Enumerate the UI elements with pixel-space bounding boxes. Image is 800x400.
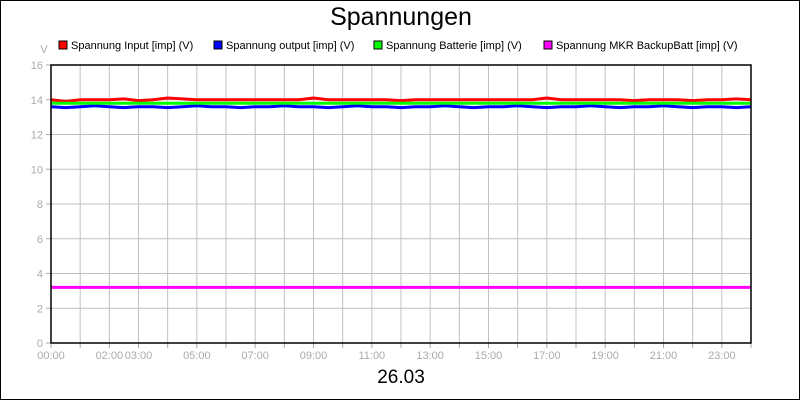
legend-label-4: Spannung MKR BackupBatt [imp] (V): [556, 40, 738, 52]
plot-area-border: [50, 64, 752, 344]
x-tick-label: 11:00: [358, 350, 385, 362]
x-tick-label: 02:00: [96, 350, 124, 362]
x-axis-label: 26.03: [377, 367, 425, 388]
x-tick-label: 23:00: [708, 350, 736, 362]
x-tick-label: 09:00: [300, 350, 328, 362]
y-axis-unit: V: [40, 44, 48, 56]
x-tick-label: 13:00: [416, 350, 444, 362]
series-line-1: [50, 96, 752, 103]
y-tick-label: 12: [31, 130, 43, 142]
y-tick-label: 8: [37, 199, 43, 211]
y-tick-label: 4: [37, 269, 43, 281]
legend-label-1: Spannung Input [imp] (V): [71, 40, 193, 52]
chart-title: Spannungen: [330, 3, 472, 31]
y-tick-label: 0: [37, 338, 43, 350]
y-tick-label: 10: [31, 164, 43, 176]
x-tick-label: 21:00: [650, 350, 678, 362]
y-tick-label: 6: [37, 234, 43, 246]
legend-swatch-2: [213, 40, 223, 50]
legend-swatch-1: [58, 40, 68, 50]
y-tick-label: 2: [37, 303, 43, 315]
x-tick-label: 17:00: [533, 350, 561, 362]
x-tick-label: 03:00: [125, 350, 153, 362]
x-tick-label: 07:00: [241, 350, 269, 362]
legend-label-2: Spannung output [imp] (V): [226, 40, 354, 52]
legend-swatch-4: [543, 40, 553, 50]
x-tick-label: 05:00: [183, 350, 211, 362]
x-tick-label: 00:00: [37, 350, 65, 362]
x-tick-label: 15:00: [475, 350, 503, 362]
x-tick-label: 19:00: [591, 350, 619, 362]
legend-swatch-3: [373, 40, 383, 50]
y-tick-label: 14: [31, 95, 43, 107]
series-line-2: [50, 104, 752, 110]
legend-label-3: Spannung Batterie [imp] (V): [386, 40, 522, 52]
y-tick-label: 16: [31, 60, 43, 72]
